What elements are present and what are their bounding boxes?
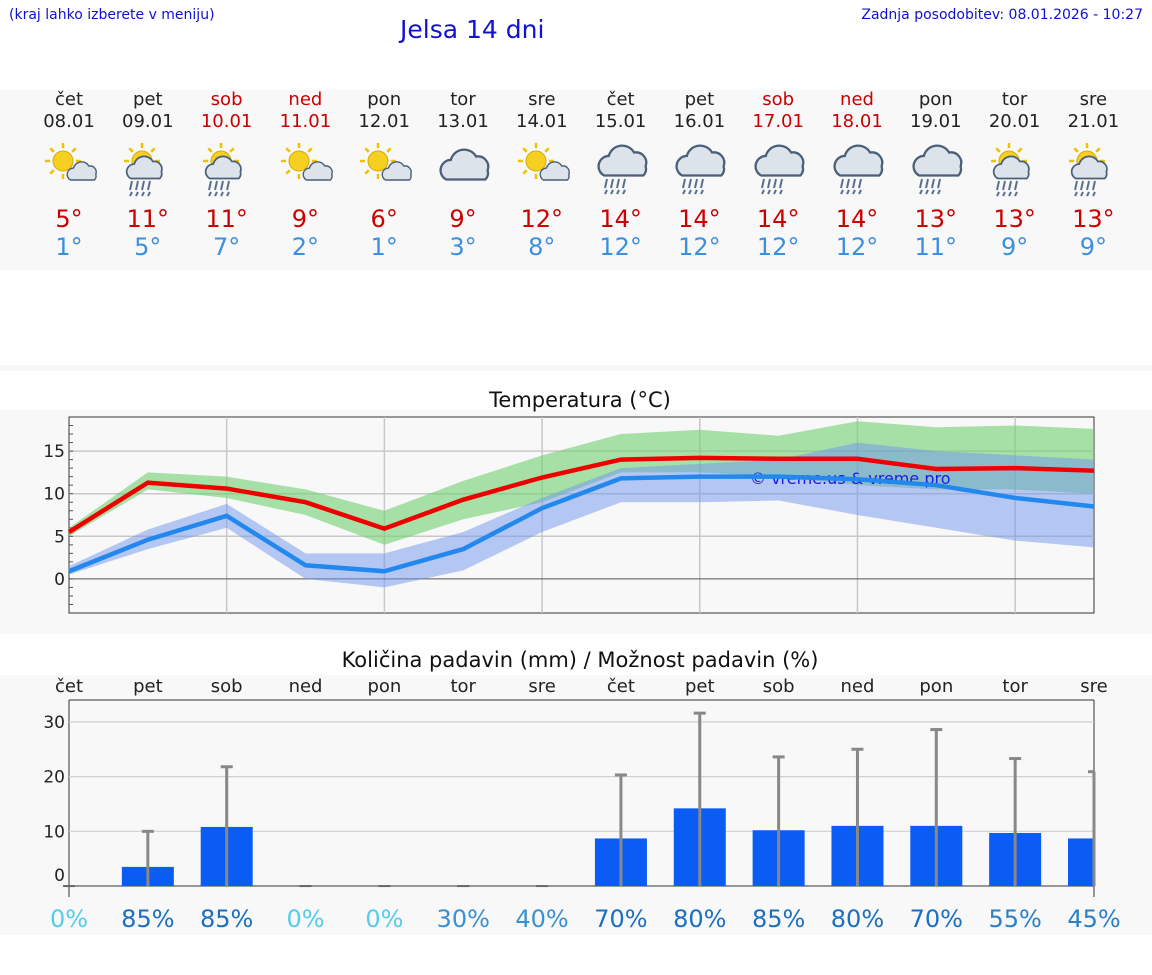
sun-cloud-icon: [512, 139, 572, 199]
temperature-title: Temperatura (°C): [489, 388, 671, 412]
temp-min: 12°: [678, 233, 721, 261]
day-name: sob: [210, 89, 243, 110]
day-name: ned: [288, 89, 323, 110]
day-date: 17.01: [752, 111, 804, 132]
temp-max: 13°: [914, 205, 958, 233]
day-date: 19.01: [910, 111, 962, 132]
temp-min: 12°: [756, 233, 800, 261]
day-name: tor: [450, 89, 476, 110]
precipitation-title: Količina padavin (mm) / Možnost padavin …: [341, 648, 819, 672]
day-name: ned: [840, 89, 874, 110]
forecast-day: čet 08.01 5° 1°: [24, 89, 114, 261]
temp-max: 12°: [520, 205, 564, 233]
location-hint: (kraj lahko izberete v meniju): [9, 7, 215, 23]
day-name: pon: [918, 89, 953, 110]
forecast-day: tor 13.01 9° 3°: [418, 89, 508, 261]
sun-cloud-rain-icon: [985, 139, 1045, 199]
temp-min: 9°: [1000, 233, 1029, 261]
forecast-day: sre 14.01 12° 8°: [497, 89, 587, 261]
temp-min: 1°: [370, 233, 398, 261]
forecast-day: sob 17.01 14° 12°: [733, 89, 823, 261]
day-name: čet: [54, 89, 84, 110]
day-name: sre: [1079, 89, 1108, 110]
temp-max: 11°: [126, 205, 170, 233]
day-name: pon: [367, 89, 402, 110]
day-date: 18.01: [831, 111, 883, 132]
temp-min: 5°: [134, 233, 162, 261]
temp-max: 9°: [449, 205, 477, 233]
temp-min: 12°: [599, 233, 642, 261]
sun-cloud-icon: [39, 139, 99, 199]
sun-cloud-rain-icon: [197, 139, 257, 199]
day-date: 21.01: [1067, 111, 1120, 132]
temp-max: 14°: [835, 205, 879, 233]
day-date: 16.01: [673, 111, 726, 132]
day-date: 13.01: [437, 111, 489, 132]
temp-max: 13°: [993, 205, 1036, 233]
day-date: 10.01: [200, 111, 253, 132]
temp-max: 5°: [55, 205, 83, 233]
day-name: pet: [133, 89, 163, 110]
cloud-rain-icon: [591, 139, 651, 199]
cloud-rain-icon: [906, 139, 966, 199]
day-name: sre: [528, 89, 556, 110]
temp-max: 13°: [1072, 205, 1115, 233]
forecast-day: sob 10.01 11° 7°: [182, 89, 272, 261]
day-date: 11.01: [279, 111, 332, 132]
temp-max: 9°: [291, 205, 320, 233]
sun-cloud-rain-icon: [118, 139, 178, 199]
temp-max: 6°: [370, 205, 398, 233]
day-name: tor: [1001, 89, 1028, 110]
temp-min: 9°: [1079, 233, 1108, 261]
cloud-rain-icon: [669, 139, 729, 199]
forecast-day: ned 11.01 9° 2°: [260, 89, 350, 261]
last-updated: Zadnja posodobitev: 08.01.2026 - 10:27: [861, 7, 1143, 23]
temp-min: 12°: [835, 233, 879, 261]
temp-min: 7°: [212, 233, 241, 261]
temp-min: 1°: [55, 233, 83, 261]
sun-cloud-rain-icon: [1063, 139, 1123, 199]
temp-max: 14°: [678, 205, 721, 233]
sun-cloud-icon: [275, 139, 335, 199]
temp-min: 11°: [914, 233, 958, 261]
temp-min: 2°: [291, 233, 320, 261]
forecast-day: tor 20.01 13° 9°: [970, 89, 1060, 261]
cloud-icon: [433, 139, 493, 199]
temp-min: 8°: [528, 233, 556, 261]
day-date: 12.01: [358, 111, 410, 132]
day-date: 14.01: [516, 111, 568, 132]
day-name: čet: [606, 89, 635, 110]
forecast-day: pet 09.01 11° 5°: [103, 89, 193, 261]
sun-cloud-icon: [354, 139, 414, 199]
forecast-day: čet 15.01 14° 12°: [576, 89, 666, 261]
day-date: 15.01: [594, 111, 647, 132]
forecast-day: pon 12.01 6° 1°: [339, 89, 429, 261]
precipitation-panel: [0, 675, 1152, 935]
temp-max: 14°: [756, 205, 800, 233]
forecast-day: pon 19.01 13° 11°: [891, 89, 981, 261]
separator-band: [0, 365, 1152, 371]
day-name: sob: [762, 89, 795, 110]
forecast-day: pet 16.01 14° 12°: [654, 89, 744, 261]
day-date: 08.01: [43, 111, 95, 132]
page-title: Jelsa 14 dni: [400, 15, 545, 44]
temp-max: 11°: [205, 205, 248, 233]
forecast-day: sre 21.01 13° 9°: [1048, 89, 1138, 261]
day-date: 20.01: [988, 111, 1041, 132]
temp-max: 14°: [599, 205, 642, 233]
day-name: pet: [684, 89, 715, 110]
forecast-day: ned 18.01 14° 12°: [812, 89, 902, 261]
forecast-strip: [0, 90, 1152, 270]
cloud-rain-icon: [748, 139, 808, 199]
day-date: 09.01: [122, 111, 174, 132]
cloud-rain-icon: [827, 139, 887, 199]
temp-min: 3°: [449, 233, 477, 261]
temperature-panel: [0, 410, 1152, 634]
